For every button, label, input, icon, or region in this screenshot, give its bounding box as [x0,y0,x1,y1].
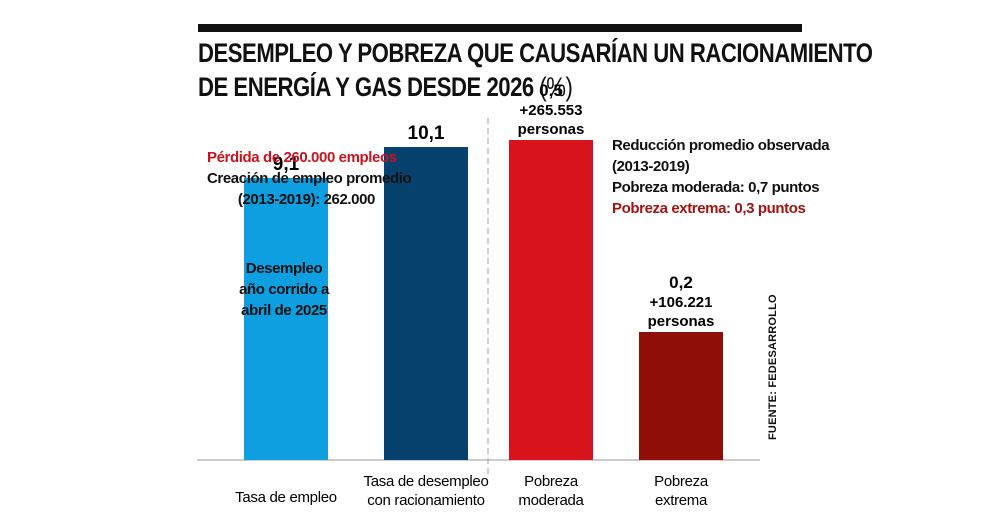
annotation-desempleo-line3: abril de 2025 [241,302,327,319]
category-label-1-1-1: extrema [655,492,708,509]
bar-1-1 [639,332,723,460]
source-label: FUENTE: FEDESARROLLO [767,294,779,440]
category-label-1-1-0: Pobreza [654,473,709,490]
annotation-desempleo: Desempleo año corrido a abril de 2025 [228,258,340,321]
annotation-pobreza-line3: Pobreza moderada: 0,7 puntos [612,179,820,196]
category-label-0-0-0: Tasa de empleo [235,489,337,506]
annotation-empleo: Pérdida de 260.000 empleos Creación de e… [207,147,412,210]
value-label-1-1-2: personas [648,313,715,330]
chart-title-unit: (%) [539,72,573,102]
top-rule [198,24,802,32]
chart-title-line2: DE ENERGÍA Y GAS DESDE 2026 (%) [198,72,573,103]
annotation-desempleo-line1: Desempleo [245,260,323,277]
category-label-0-1-0: Tasa de desempleo [364,473,489,490]
category-label-1-0-1: moderada [518,492,584,509]
chart-title-line2-text: DE ENERGÍA Y GAS DESDE 2026 [198,72,534,102]
value-label-0-0: 9,1 [273,154,300,175]
annotation-empleo-line1: Creación de empleo promedio [207,170,412,187]
category-label-0-1-1: con racionamiento [367,492,484,509]
annotation-desempleo-line2: año corrido a [239,281,329,298]
annotation-pobreza-line2: (2013-2019) [612,158,690,175]
value-label-1-1-0: 0,2 [669,273,693,292]
bar-0-1 [384,147,468,460]
value-label-1-0-0: 0,5 [539,81,563,100]
annotation-pobreza-line1: Reducción promedio observada [612,137,830,154]
annotation-pobreza: Reducción promedio observada (2013-2019)… [612,135,830,219]
bar-0-0 [244,177,328,460]
value-label-1-0-2: personas [518,121,585,138]
annotation-empleo-red: Pérdida de 260.000 empleos [207,149,397,166]
annotation-empleo-line2: (2013-2019): 262.000 [237,191,376,208]
category-label-1-0-0: Pobreza [524,473,579,490]
bar-1-0 [509,140,593,460]
chart-title-line1: DESEMPLEO Y POBREZA QUE CAUSARÍAN UN RAC… [198,38,873,68]
annotation-pobreza-red: Pobreza extrema: 0,3 puntos [612,200,806,217]
value-label-1-1-1: +106.221 [650,294,713,311]
value-label-0-1: 10,1 [408,123,445,144]
value-label-1-0-1: +265.553 [520,102,583,119]
